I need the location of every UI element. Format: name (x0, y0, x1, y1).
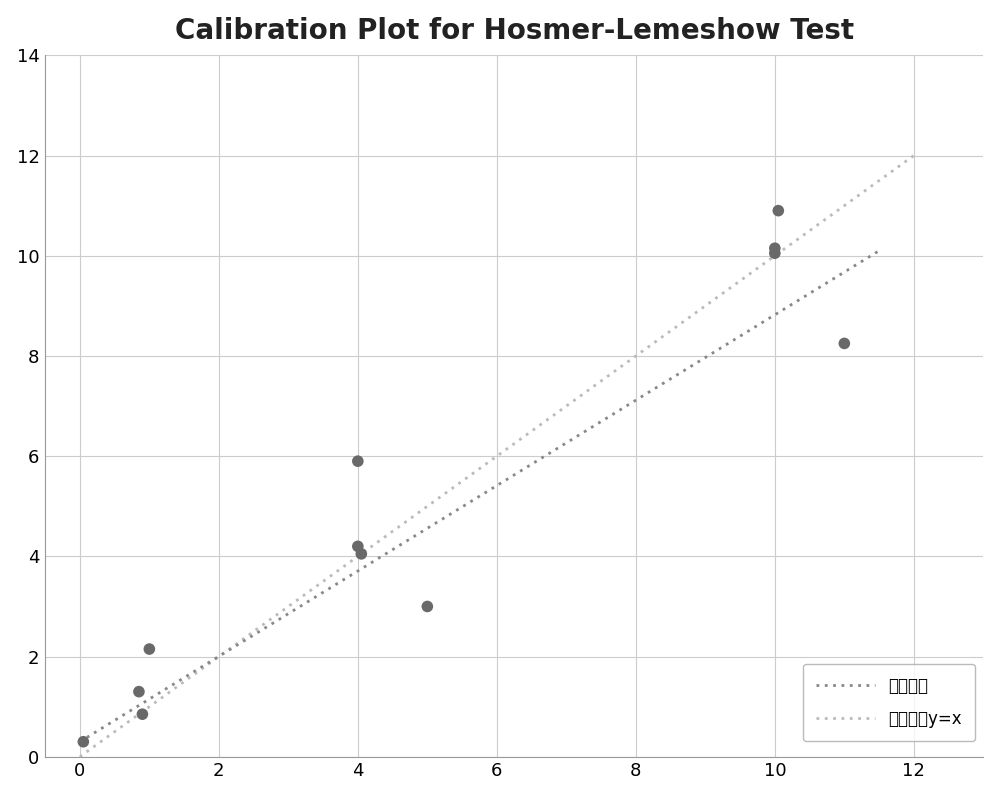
Point (131, 685, 147, 698)
Point (353, 548, 369, 560)
Title: Calibration Plot for Hosmer-Lemeshow Test: Calibration Plot for Hosmer-Lemeshow Tes… (175, 17, 854, 45)
Point (419, 600, 435, 613)
Legend: 校准曲线, 标准曲线y=x: 校准曲线, 标准曲线y=x (803, 664, 975, 741)
Point (141, 642, 157, 655)
Point (767, 241, 783, 254)
Point (134, 708, 150, 720)
Point (770, 204, 786, 217)
Point (350, 455, 366, 468)
Point (836, 337, 852, 350)
Point (350, 540, 366, 553)
Point (767, 247, 783, 260)
Point (75, 736, 91, 748)
